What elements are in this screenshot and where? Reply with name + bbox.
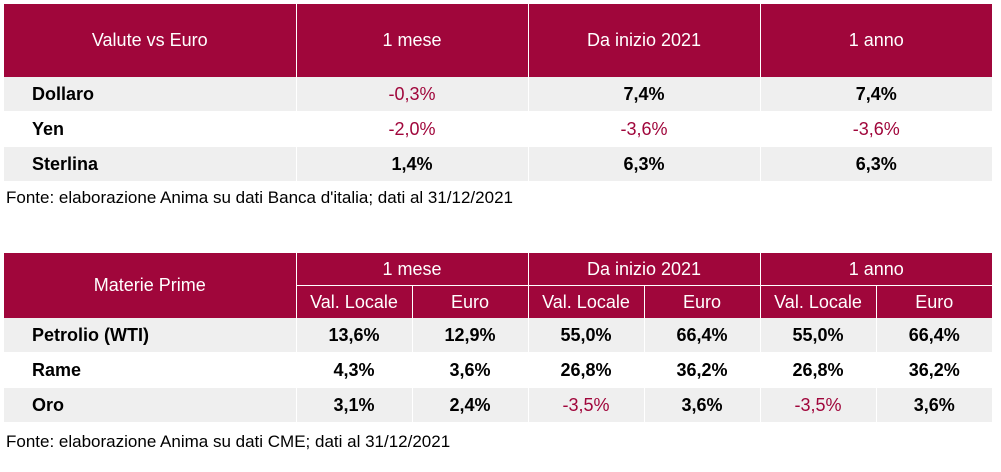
subheader-cell: Val. Locale: [528, 285, 645, 318]
value-cell: 7,4%: [760, 77, 992, 112]
table-row: Sterlina 1,4% 6,3% 6,3%: [4, 146, 992, 182]
value-cell: -3,5%: [760, 387, 877, 423]
value-cell: -3,6%: [528, 111, 761, 147]
row-label: Oro: [4, 387, 297, 423]
subheader-cell: Euro: [876, 285, 993, 318]
value-cell: 36,2%: [876, 352, 993, 388]
value-cell: -0,3%: [296, 77, 529, 112]
commodity-table-header-sub: Val. Locale Euro Val. Locale Euro Val. L…: [4, 285, 993, 318]
value-cell: 3,6%: [412, 352, 529, 388]
value-cell: 6,3%: [528, 146, 761, 182]
value-cell: 55,0%: [760, 318, 877, 353]
value-cell: 3,6%: [644, 387, 761, 423]
table-row: Petrolio (WTI) 13,6% 12,9% 55,0% 66,4% 55,0% 6…: [4, 318, 993, 353]
header-cell: 1 anno: [760, 4, 992, 77]
header-cell: 1 mese: [296, 4, 529, 77]
commodity-table: Materie Prime 1 mese Da inizio 2021 1 an…: [4, 253, 993, 423]
table-row: Yen -2,0% -3,6% -3,6%: [4, 111, 992, 147]
value-cell: 2,4%: [412, 387, 529, 423]
commodity-table-header-groups: Materie Prime 1 mese Da inizio 2021 1 an…: [4, 253, 993, 318]
currency-source-note: Fonte: elaborazione Anima su dati Banca …: [6, 188, 513, 207]
value-cell: 13,6%: [296, 318, 413, 353]
value-cell: 36,2%: [644, 352, 761, 388]
table-row: Oro 3,1% 2,4% -3,5% 3,6% -3,5% 3,6%: [4, 387, 993, 423]
row-label: Dollaro: [4, 77, 297, 112]
value-cell: 26,8%: [760, 352, 877, 388]
value-cell: 12,9%: [412, 318, 529, 353]
value-cell: -3,6%: [760, 111, 992, 147]
value-cell: 1,4%: [296, 146, 529, 182]
row-label: Sterlina: [4, 146, 297, 182]
header-cell: Da inizio 2021: [528, 4, 761, 77]
value-cell: 26,8%: [528, 352, 645, 388]
value-cell: 6,3%: [760, 146, 992, 182]
value-cell: 66,4%: [876, 318, 993, 353]
subheader-cell: Val. Locale: [760, 285, 877, 318]
subheader-cell: Euro: [412, 285, 529, 318]
value-cell: 55,0%: [528, 318, 645, 353]
group-header-cell: 1 mese: [296, 253, 529, 286]
value-cell: 3,6%: [876, 387, 993, 423]
row-label: Rame: [4, 352, 297, 388]
value-cell: 4,3%: [296, 352, 413, 388]
table-row: Rame 4,3% 3,6% 26,8% 36,2% 26,8% 36,2%: [4, 352, 993, 388]
value-cell: 7,4%: [528, 77, 761, 112]
group-header-cell: 1 anno: [760, 253, 993, 286]
row-label: Yen: [4, 111, 297, 147]
subheader-cell: Val. Locale: [296, 285, 413, 318]
table-row: Dollaro -0,3% 7,4% 7,4%: [4, 77, 992, 112]
value-cell: 66,4%: [644, 318, 761, 353]
row-label: Petrolio (WTI): [4, 318, 297, 353]
commodity-source-note: Fonte: elaborazione Anima su dati CME; d…: [6, 432, 451, 451]
group-header-cell: Da inizio 2021: [528, 253, 761, 286]
header-cell: Valute vs Euro: [4, 4, 297, 77]
header-cell: Materie Prime: [4, 253, 297, 318]
value-cell: -3,5%: [528, 387, 645, 423]
currency-table: Valute vs Euro 1 mese Da inizio 2021 1 a…: [4, 4, 992, 182]
subheader-cell: Euro: [644, 285, 761, 318]
value-cell: -2,0%: [296, 111, 529, 147]
currency-table-header: Valute vs Euro 1 mese Da inizio 2021 1 a…: [4, 4, 992, 77]
value-cell: 3,1%: [296, 387, 413, 423]
